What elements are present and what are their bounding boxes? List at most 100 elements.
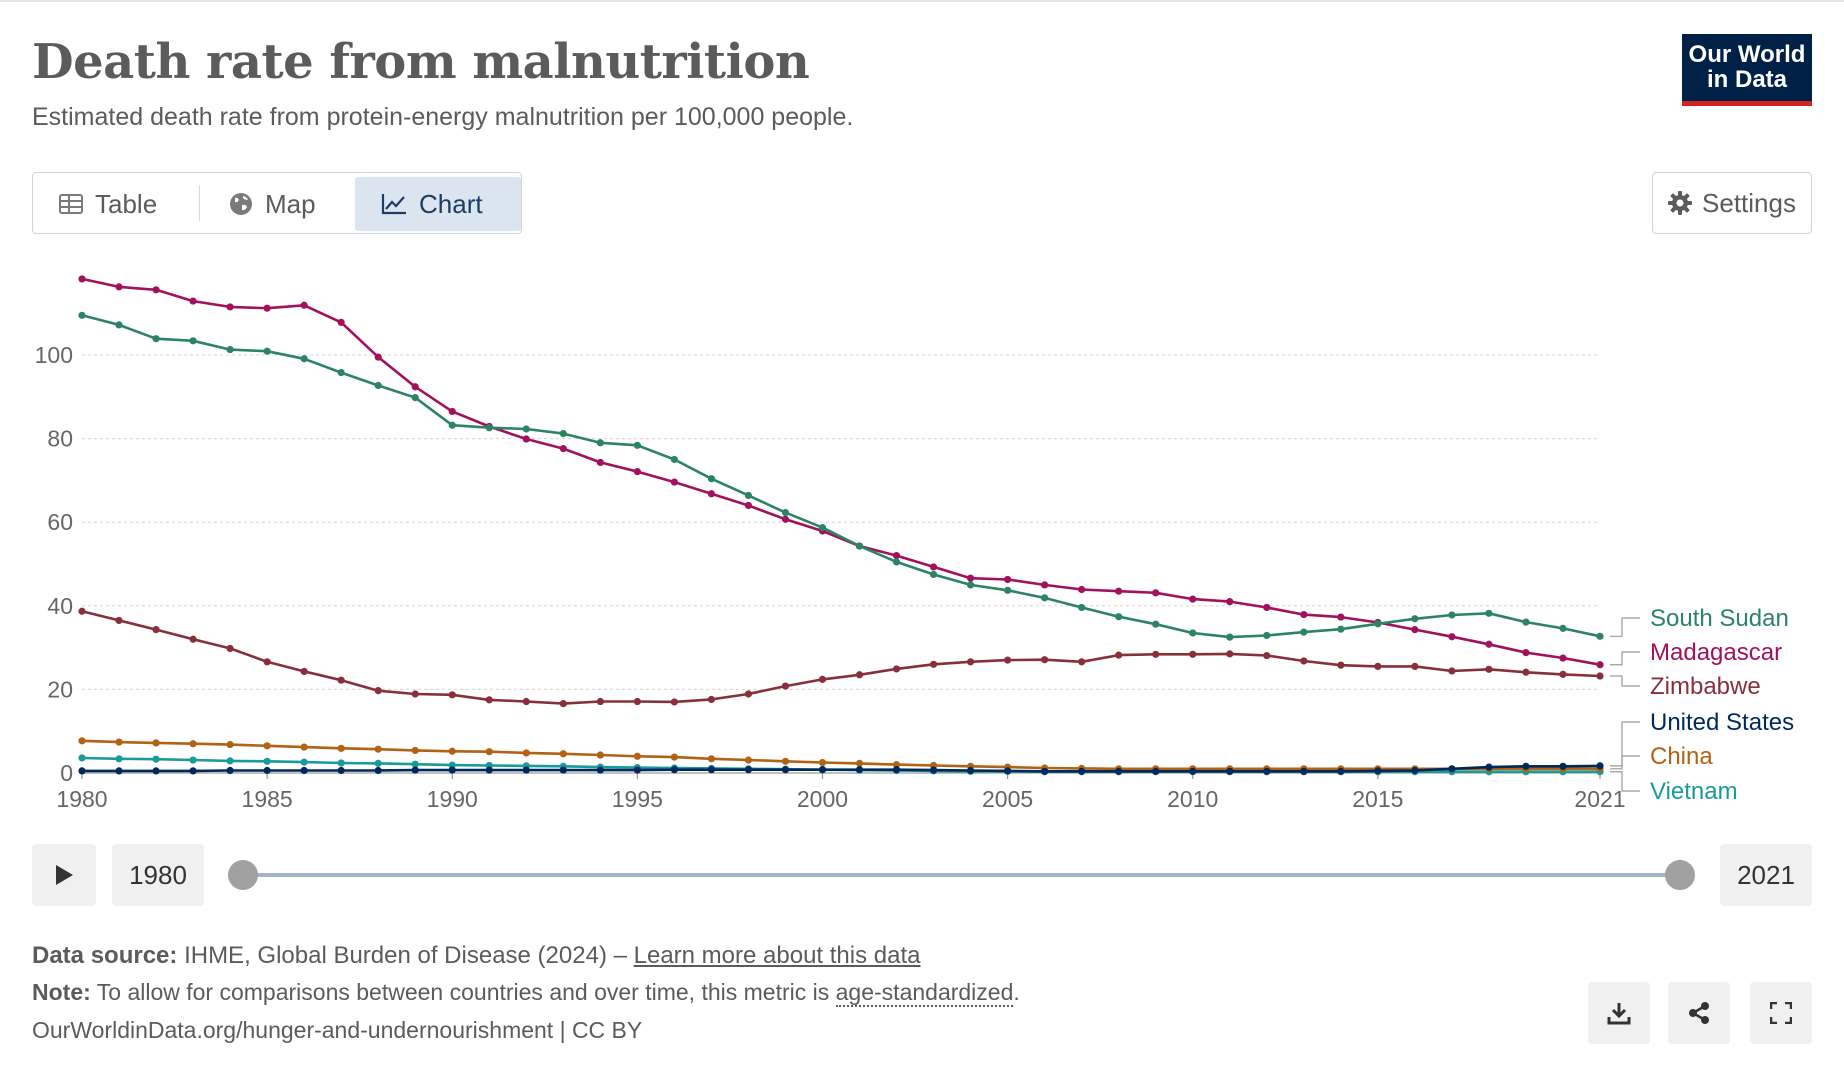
timeline-track[interactable]	[243, 873, 1680, 877]
data-point-zimbabwe	[263, 658, 271, 666]
share-button[interactable]	[1668, 982, 1730, 1044]
note-end: .	[1013, 979, 1020, 1005]
line-chart-icon	[381, 194, 406, 215]
logo-line-2: in Data	[1706, 66, 1787, 93]
data-point-china	[485, 748, 493, 756]
x-tick-label: 1990	[427, 786, 478, 812]
data-point-madagascar	[189, 297, 197, 305]
data-point-vietnam	[115, 755, 123, 763]
data-point-zimbabwe	[1004, 656, 1012, 664]
data-point-zimbabwe	[78, 607, 86, 615]
series-label-china: China	[1650, 743, 1713, 770]
fullscreen-button[interactable]	[1750, 982, 1812, 1044]
series-label-south-sudan: South Sudan	[1650, 605, 1789, 632]
data-point-south-sudan	[855, 542, 864, 550]
data-point-united-states	[448, 766, 456, 774]
x-tick-label: 1995	[612, 786, 663, 812]
series-line-china	[81, 739, 1600, 771]
settings-button[interactable]: Settings	[1652, 172, 1812, 234]
data-point-zimbabwe	[670, 698, 678, 706]
timeline-end-handle[interactable]	[1665, 860, 1695, 890]
data-point-madagascar	[1522, 649, 1530, 657]
data-point-south-sudan	[559, 429, 567, 438]
x-tick-label: 1980	[56, 786, 107, 812]
data-point-united-states	[1263, 767, 1271, 775]
data-point-zimbabwe	[1485, 665, 1493, 673]
data-point-south-sudan	[1041, 594, 1049, 602]
data-point-madagascar	[966, 574, 975, 582]
data-point-south-sudan	[670, 455, 678, 464]
data-point-united-states	[633, 766, 641, 774]
data-point-united-states	[1004, 767, 1012, 775]
note-line: Note: To allow for comparisons between c…	[32, 979, 1020, 1007]
data-point-china	[670, 753, 678, 761]
data-point-united-states	[892, 766, 901, 774]
data-point-united-states	[1559, 762, 1567, 770]
tab-map[interactable]: Map	[229, 177, 316, 231]
data-point-vietnam	[189, 756, 197, 764]
data-point-madagascar	[1078, 585, 1086, 594]
data-point-south-sudan	[744, 491, 753, 500]
data-point-china	[744, 756, 753, 764]
data-point-madagascar	[596, 458, 604, 467]
data-point-united-states	[263, 766, 271, 775]
data-point-united-states	[1485, 763, 1493, 771]
data-point-china	[448, 747, 456, 755]
data-point-china	[818, 758, 827, 767]
play-icon	[56, 865, 73, 885]
data-point-zimbabwe	[1078, 658, 1086, 666]
data-point-madagascar	[633, 468, 641, 476]
data-point-united-states	[1448, 765, 1456, 773]
tab-map-label: Map	[265, 188, 316, 219]
data-point-south-sudan	[633, 441, 641, 449]
learn-more-link[interactable]: Learn more about this data	[633, 942, 921, 969]
timeline-start-handle[interactable]	[228, 860, 258, 890]
data-point-vietnam	[374, 759, 382, 767]
x-tick-label: 2021	[1574, 786, 1625, 812]
timeline-end-label: 2021	[1720, 844, 1812, 906]
data-point-zimbabwe	[966, 658, 975, 666]
data-point-madagascar	[522, 435, 530, 443]
tab-chart[interactable]: Chart	[355, 177, 521, 231]
download-button[interactable]	[1588, 982, 1650, 1044]
data-point-united-states	[1522, 762, 1530, 770]
owid-logo[interactable]: Our World in Data	[1682, 34, 1812, 106]
data-point-madagascar	[337, 318, 345, 326]
tab-chart-label: Chart	[419, 188, 483, 219]
data-point-united-states	[1411, 766, 1419, 775]
play-button[interactable]	[32, 844, 96, 906]
data-point-zimbabwe	[855, 671, 864, 679]
data-point-south-sudan	[1485, 609, 1493, 617]
globe-icon	[230, 193, 252, 215]
y-tick-label: 0	[60, 760, 73, 786]
series-label-vietnam: Vietnam	[1650, 778, 1738, 805]
data-point-united-states	[707, 766, 716, 774]
data-point-zimbabwe	[1263, 651, 1271, 660]
fullscreen-icon	[1770, 1002, 1792, 1024]
data-point-zimbabwe	[522, 697, 530, 706]
y-tick-label: 40	[47, 593, 73, 619]
data-point-madagascar	[411, 383, 419, 391]
data-point-zimbabwe	[892, 665, 901, 673]
data-point-united-states	[522, 766, 530, 774]
data-point-united-states	[596, 766, 604, 774]
data-point-china	[300, 743, 308, 751]
data-point-china	[707, 755, 716, 763]
data-point-united-states	[1189, 767, 1197, 775]
data-point-united-states	[411, 766, 419, 774]
data-point-south-sudan	[1522, 618, 1530, 626]
data-point-south-sudan	[1596, 632, 1604, 640]
data-point-madagascar	[1226, 598, 1234, 606]
source-url[interactable]: OurWorldinData.org/hunger-and-undernouri…	[32, 1017, 643, 1043]
tab-table[interactable]: Table	[59, 177, 157, 231]
data-point-madagascar	[1152, 589, 1160, 597]
data-source-text: IHME, Global Burden of Disease (2024) –	[184, 942, 627, 969]
data-point-madagascar	[1337, 613, 1345, 621]
data-point-zimbabwe	[559, 700, 567, 708]
data-point-south-sudan	[374, 381, 382, 390]
data-point-south-sudan	[78, 311, 86, 319]
age-standardized-link[interactable]: age-standardized	[835, 979, 1014, 1007]
data-point-zimbabwe	[1115, 651, 1123, 659]
data-point-madagascar	[781, 515, 790, 523]
data-point-united-states	[485, 766, 493, 774]
